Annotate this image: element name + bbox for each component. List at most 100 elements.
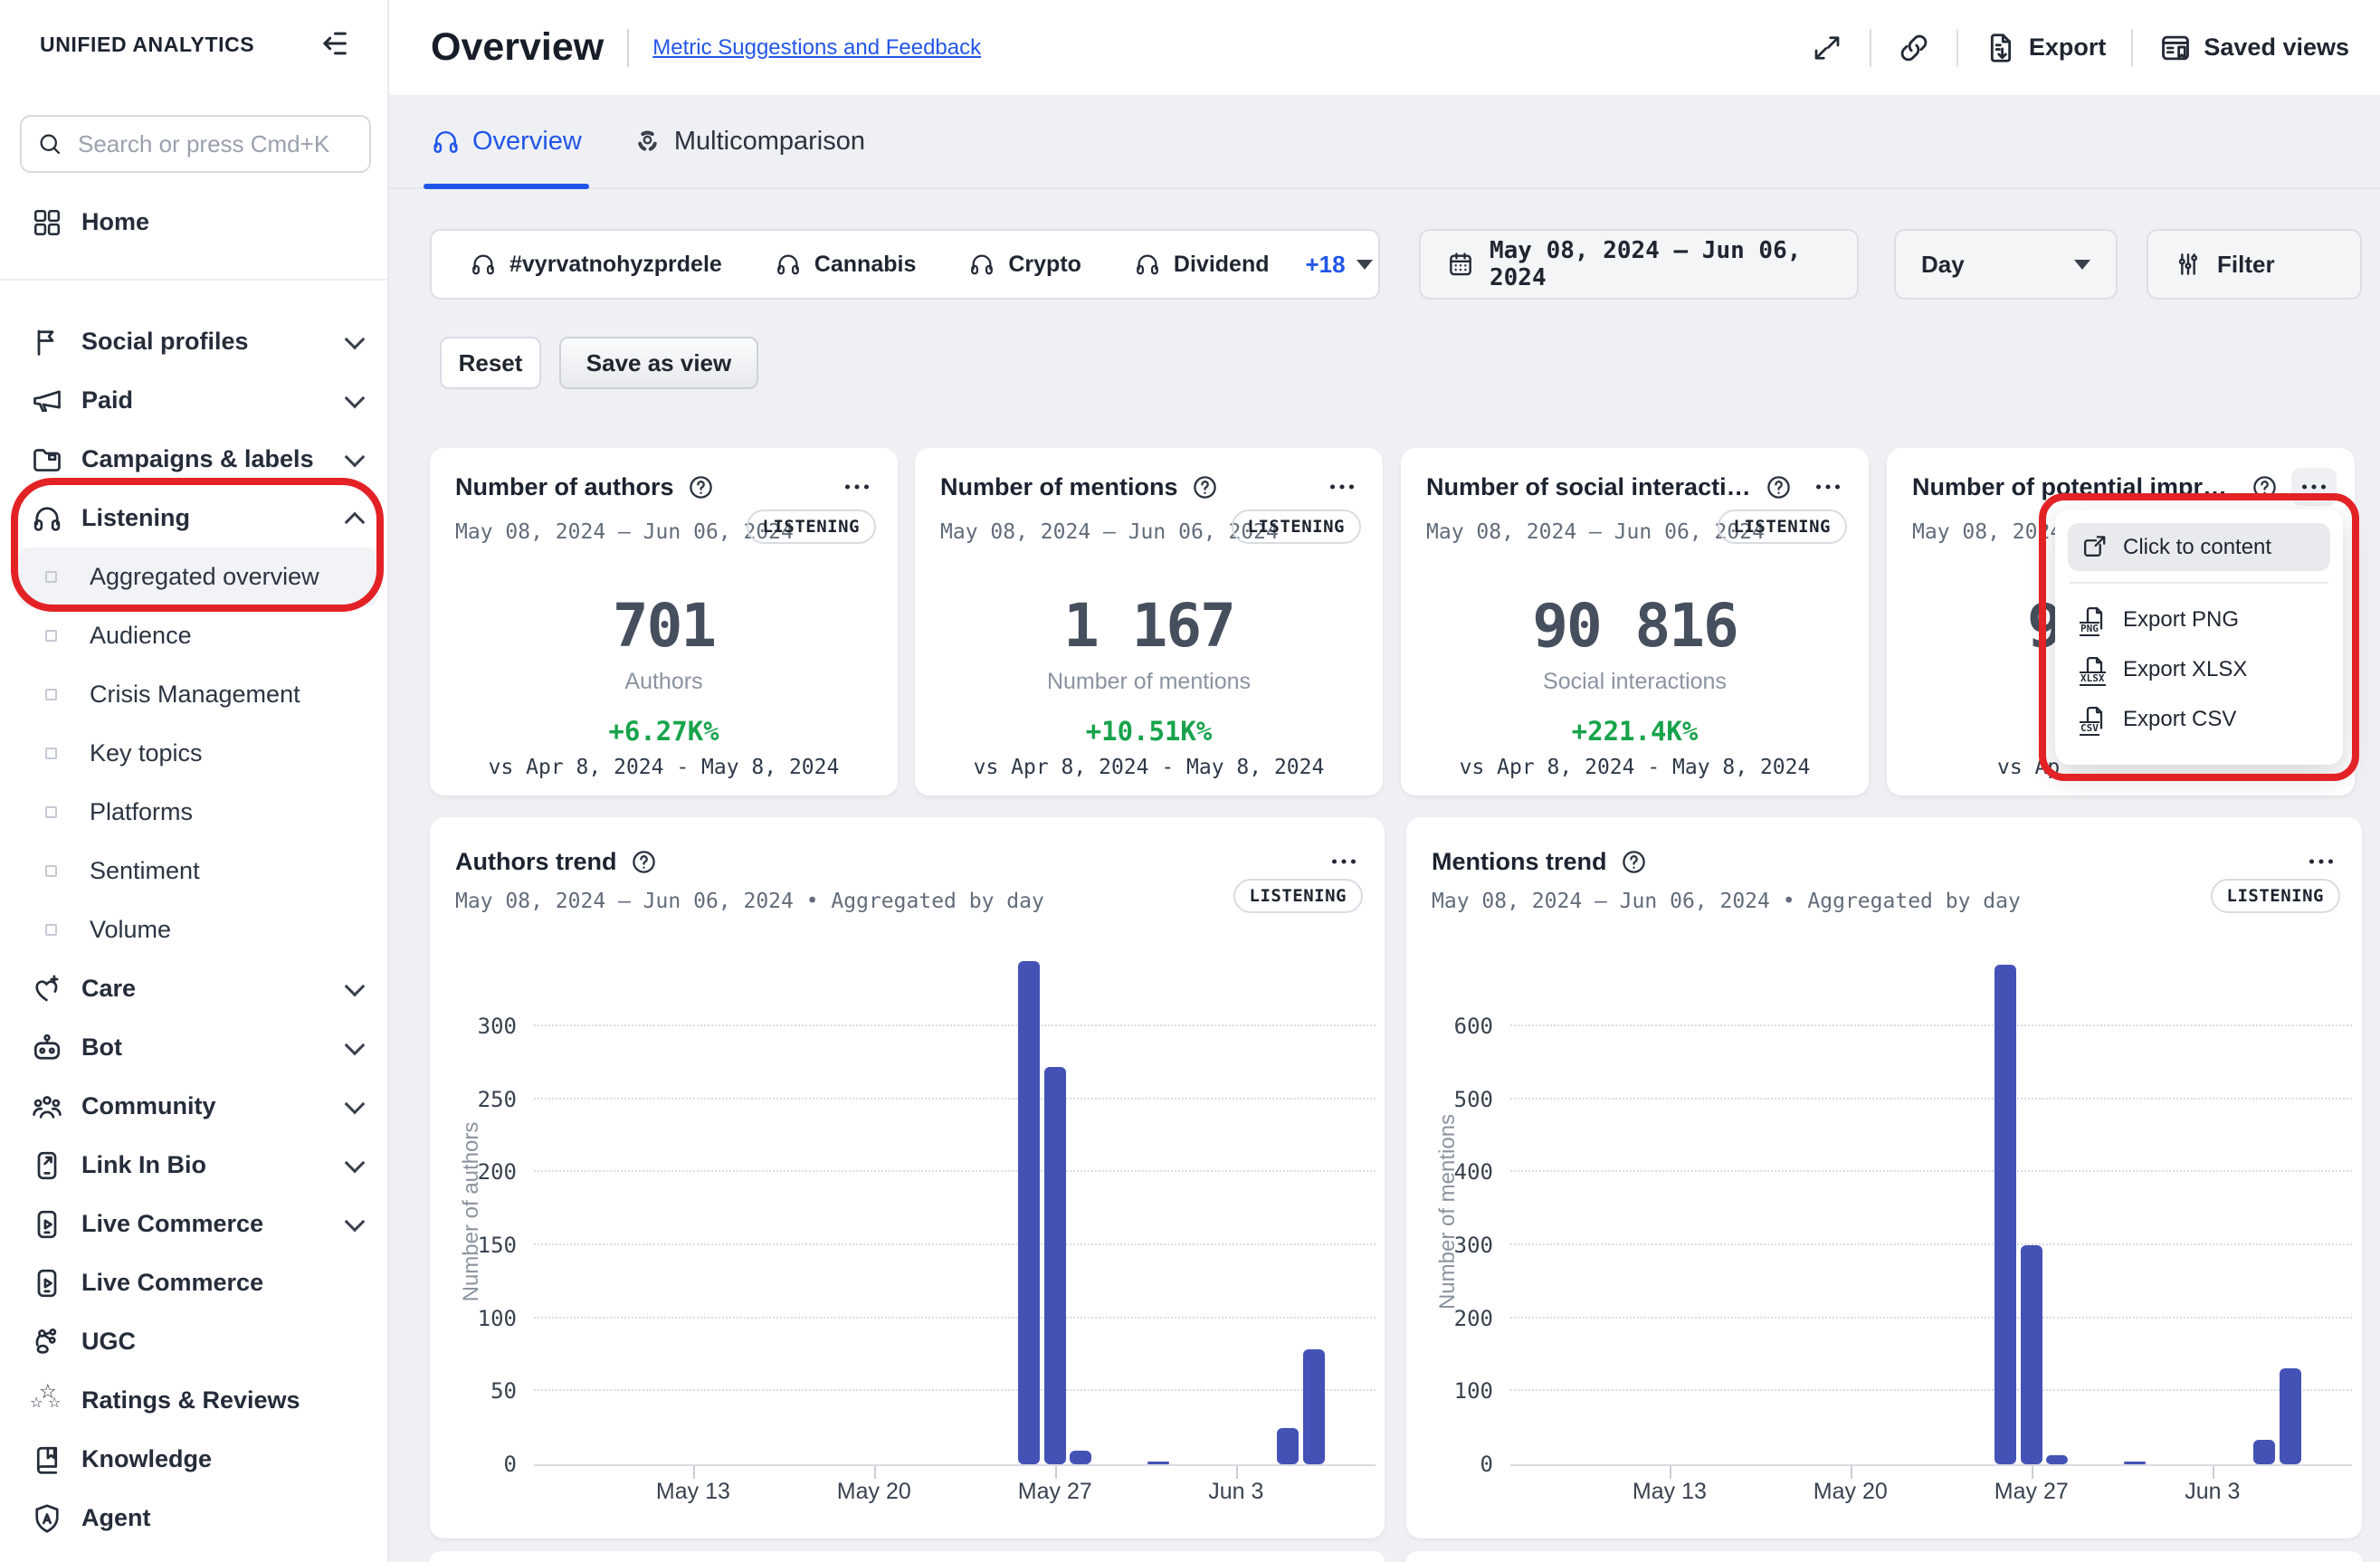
bar-jun-5[interactable]: [1277, 1428, 1299, 1464]
bar-may-27[interactable]: [2021, 1245, 2042, 1464]
bar-may-27[interactable]: [1044, 1067, 1066, 1464]
sidebar-item-label: Live Commerce: [81, 1269, 263, 1297]
menu-item-export-png[interactable]: PNGExport PNG: [2068, 595, 2330, 644]
next-row-card-partial: [430, 1551, 1385, 1562]
help-icon[interactable]: [1191, 473, 1219, 501]
search-box[interactable]: [20, 115, 371, 173]
sidebar-item-live-commerce[interactable]: Live Commerce: [18, 1253, 378, 1312]
tab-multicomparison[interactable]: Multicomparison: [633, 95, 865, 187]
export-button[interactable]: Export: [1984, 31, 2107, 65]
sidebar-item-volume[interactable]: Volume: [18, 900, 378, 959]
card-menu-button[interactable]: [834, 468, 880, 506]
sidebar-item-knowledge[interactable]: Knowledge: [18, 1430, 378, 1489]
sidebar-item-sentiment[interactable]: Sentiment: [18, 842, 378, 900]
granularity-select[interactable]: Day: [1894, 229, 2118, 300]
x-tick-label: Jun 3: [2185, 1479, 2240, 1505]
menu-item-label: Click to content: [2123, 535, 2271, 560]
card-menu-button[interactable]: [2299, 843, 2344, 881]
sidebar-item-bot[interactable]: Bot: [18, 1018, 378, 1077]
saved-views-button[interactable]: Saved views: [2158, 31, 2349, 65]
bar-may-26[interactable]: [1994, 965, 2016, 1464]
sidebar-item-care[interactable]: Care: [18, 959, 378, 1018]
bar-may-28[interactable]: [2046, 1455, 2068, 1464]
keyword-chip-crypto[interactable]: Crypto: [968, 251, 1081, 278]
y-tick-label: 0: [1415, 1452, 1493, 1477]
reset-button[interactable]: Reset: [440, 337, 541, 389]
fullscreen-icon[interactable]: [1810, 31, 1844, 65]
sidebar-item-ugc[interactable]: UGC: [18, 1312, 378, 1371]
chart-card-authors-trend: Authors trendMay 08, 2024 – Jun 06, 2024…: [430, 817, 1385, 1538]
filter-button[interactable]: Filter: [2147, 229, 2362, 300]
menu-item-export-csv[interactable]: CSVExport CSV: [2068, 694, 2330, 744]
bar-may-31[interactable]: [1147, 1462, 1169, 1464]
sidebar-item-aggregated-overview[interactable]: Aggregated overview: [18, 548, 378, 606]
filter-label: Filter: [2217, 251, 2275, 279]
search-input[interactable]: [76, 129, 355, 159]
card-title: Number of mentions: [940, 473, 1178, 501]
chip-label: Dividend: [1174, 252, 1270, 278]
sidebar-item-listening[interactable]: Listening: [18, 489, 378, 548]
sidebar-item-campaigns-labels[interactable]: Campaigns & labels: [18, 430, 378, 489]
help-icon[interactable]: [630, 848, 658, 876]
bar-may-28[interactable]: [1070, 1451, 1091, 1464]
help-icon[interactable]: [1620, 848, 1648, 876]
sidebar-divider: [0, 279, 389, 281]
sidebar-item-live-commerce[interactable]: Live Commerce: [18, 1195, 378, 1253]
menu-item-export-xlsx[interactable]: XLSXExport XLSX: [2068, 644, 2330, 694]
copy-link-icon[interactable]: [1897, 31, 1931, 65]
sidebar-item-home[interactable]: Home: [18, 193, 378, 252]
card-comparison-period: vs Apr 8, 2024 - May 8, 2024: [915, 756, 1383, 779]
save-as-view-button[interactable]: Save as view: [559, 337, 758, 389]
sidebar-item-social-profiles[interactable]: Social profiles: [18, 312, 378, 371]
sidebar-item-label: UGC: [81, 1328, 136, 1356]
multicomparison-icon: [633, 127, 662, 157]
sidebar-item-agent[interactable]: Agent: [18, 1489, 378, 1548]
menu-item-label: Export XLSX: [2123, 657, 2247, 682]
sidebar-item-key-topics[interactable]: Key topics: [18, 724, 378, 783]
keyword-chip-vyrvatnohyzprdele[interactable]: #vyrvatnohyzprdele: [470, 251, 722, 278]
card-comparison-period: vs Ap: [1997, 756, 2060, 779]
sidebar-collapse-icon[interactable]: [315, 25, 355, 65]
chevron-down-icon: [345, 1034, 366, 1055]
sidebar-item-community[interactable]: Community: [18, 1077, 378, 1136]
bar-may-31[interactable]: [2124, 1462, 2146, 1464]
sidebar-item-platforms[interactable]: Platforms: [18, 783, 378, 842]
bar-chart-plot: [534, 959, 1376, 1466]
y-axis-label: Number of authors: [459, 1122, 484, 1302]
more-keywords-button[interactable]: +18: [1306, 251, 1373, 279]
sidebar-item-link-in-bio[interactable]: Link In Bio: [18, 1136, 378, 1195]
tab-overview[interactable]: Overview: [431, 95, 582, 187]
grid-icon: [31, 206, 63, 239]
bar-jun-6[interactable]: [2280, 1368, 2301, 1464]
help-icon[interactable]: [1765, 473, 1793, 501]
keyword-chip-dividend[interactable]: Dividend: [1134, 251, 1270, 278]
sidebar-item-audience[interactable]: Audience: [18, 606, 378, 665]
headphones-icon: [431, 127, 461, 157]
card-menu-button[interactable]: [1805, 468, 1851, 506]
chevron-up-icon: [345, 511, 366, 532]
card-menu-button[interactable]: [2291, 468, 2337, 506]
sidebar-item-paid[interactable]: Paid: [18, 371, 378, 430]
listening-badge: LISTENING: [1232, 510, 1361, 544]
card-menu-button[interactable]: [1319, 468, 1365, 506]
y-tick-label: 100: [1415, 1378, 1493, 1404]
bar-jun-5[interactable]: [2253, 1440, 2275, 1464]
sidebar-item-ratings-reviews[interactable]: ☆☆☆Ratings & Reviews: [18, 1371, 378, 1430]
chart-subtitle: May 08, 2024 – Jun 06, 2024 • Aggregated…: [455, 890, 1044, 913]
card-menu-button[interactable]: [1321, 843, 1366, 881]
keyword-filter-bar[interactable]: #vyrvatnohyzprdele Cannabis Crypto Dividend…: [430, 229, 1380, 300]
bar-may-26[interactable]: [1018, 961, 1040, 1464]
chevron-down-icon: [345, 1093, 366, 1114]
date-range-picker[interactable]: May 08, 2024 – Jun 06, 2024: [1419, 229, 1859, 300]
metric-suggestions-link[interactable]: Metric Suggestions and Feedback: [652, 35, 981, 61]
chevron-down-icon: [345, 329, 366, 349]
bar-jun-6[interactable]: [1303, 1349, 1325, 1464]
sidebar-item-crisis-management[interactable]: Crisis Management: [18, 665, 378, 724]
sidebar-item-label: Listening: [81, 504, 190, 532]
help-icon[interactable]: [2251, 473, 2279, 501]
y-tick-label: 150: [439, 1233, 517, 1258]
help-icon[interactable]: [687, 473, 715, 501]
menu-item-click-to-content[interactable]: Click to content: [2068, 523, 2330, 571]
book-icon: [31, 1443, 63, 1476]
keyword-chip-cannabis[interactable]: Cannabis: [775, 251, 917, 278]
